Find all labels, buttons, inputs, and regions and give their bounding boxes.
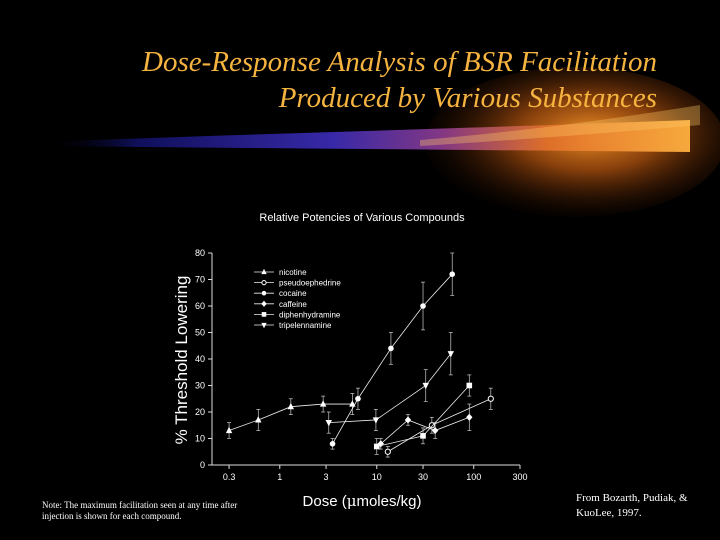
y-tick-label: 0 — [200, 460, 205, 470]
slide-title: Dose-Response Analysis of BSR Facilitati… — [40, 44, 657, 116]
source-credit: From Bozarth, Pudiak, & KuoLee, 1997. — [576, 492, 688, 519]
data-point-cocaine — [388, 345, 394, 352]
x-axis-label-prefix: Dose ( — [303, 493, 347, 510]
x-axis-label: Dose (μmoles/kg) — [303, 492, 422, 510]
legend-label-tripelennamine: tripelennamine — [279, 321, 332, 330]
series-line-tripelennamine — [328, 353, 452, 423]
data-point-tripelennamine — [325, 420, 332, 427]
x-axis-label-suffix: moles/kg) — [356, 493, 421, 510]
plot-area: 0 10 20 30 40 50 60 70 80 0.3 1 3 10 30 100 300 nicotine… — [195, 248, 528, 482]
data-point-diphenhydramine — [420, 433, 426, 439]
legend-label-pseudoephedrine: pseudoephedrine — [279, 279, 341, 288]
y-tick-label: 80 — [195, 248, 205, 258]
data-point-diphenhydramine — [466, 382, 473, 389]
x-tick-label: 1 — [277, 472, 282, 482]
data-point-cocaine — [420, 303, 426, 309]
data-point-cocaine — [449, 271, 456, 278]
data-point-cocaine — [329, 441, 336, 447]
x-tick-label: 30 — [418, 472, 428, 482]
x-tick-label: 10 — [372, 472, 382, 482]
data-point-nicotine — [319, 400, 327, 407]
data-point-diphenhydramine — [373, 443, 380, 450]
data-point-pseudoephedrine — [384, 448, 391, 455]
data-point-nicotine — [349, 400, 356, 407]
x-tick-label: 300 — [512, 472, 527, 482]
slide-title-line-2: Produced by Various Substances — [278, 82, 657, 114]
legend-label-caffeine: caffeine — [279, 300, 307, 309]
x-axis-label-mu: μ — [347, 492, 357, 510]
y-tick-label: 40 — [195, 354, 205, 364]
data-point-cocaine — [355, 395, 361, 402]
series-line-cocaine — [332, 273, 453, 444]
legend-marker-cocaine — [261, 290, 267, 296]
data-point-nicotine — [287, 402, 295, 410]
data-point-tripelennamine — [372, 417, 380, 424]
legend-label-cocaine: cocaine — [279, 289, 307, 298]
x-tick-label: 0.3 — [223, 472, 236, 482]
legend-marker-diphenhydramine — [261, 312, 267, 317]
chart-title: Relative Potencies of Various Compounds — [259, 212, 465, 224]
data-point-nicotine — [255, 416, 262, 423]
legend-marker-pseudoephedrine — [261, 280, 267, 286]
slide-title-line-1: Dose-Response Analysis of BSR Facilitati… — [142, 46, 657, 78]
y-tick-label: 70 — [195, 275, 205, 285]
data-point-caffeine — [404, 416, 412, 424]
legend-label-nicotine: nicotine — [279, 268, 307, 277]
footnote: Note: The maximum facilitation seen at a… — [42, 500, 238, 521]
y-tick-label: 50 — [195, 328, 205, 338]
y-tick-label: 30 — [195, 381, 205, 391]
data-point-tripelennamine — [447, 351, 454, 358]
data-point-pseudoephedrine — [428, 422, 435, 429]
series-line-pseudoephedrine — [387, 398, 491, 453]
legend-marker-tripelennamine — [261, 322, 267, 329]
y-tick-label: 60 — [195, 301, 205, 311]
data-point-nicotine — [225, 426, 233, 434]
y-axis-label: % Threshold Lowering — [172, 276, 191, 445]
legend-label-diphenhydramine: diphenhydramine — [279, 310, 341, 319]
x-tick-label: 100 — [466, 472, 481, 482]
legend-marker-nicotine — [261, 268, 267, 275]
y-tick-label: 20 — [195, 407, 205, 417]
data-point-caffeine — [466, 413, 473, 421]
legend-marker-caffeine — [261, 300, 267, 307]
x-tick-label: 3 — [324, 472, 329, 482]
y-tick-label: 10 — [195, 434, 205, 444]
data-point-tripelennamine — [422, 382, 429, 390]
data-point-pseudoephedrine — [487, 395, 494, 402]
data-point-caffeine — [431, 426, 439, 435]
series-line-caffeine — [380, 416, 470, 445]
